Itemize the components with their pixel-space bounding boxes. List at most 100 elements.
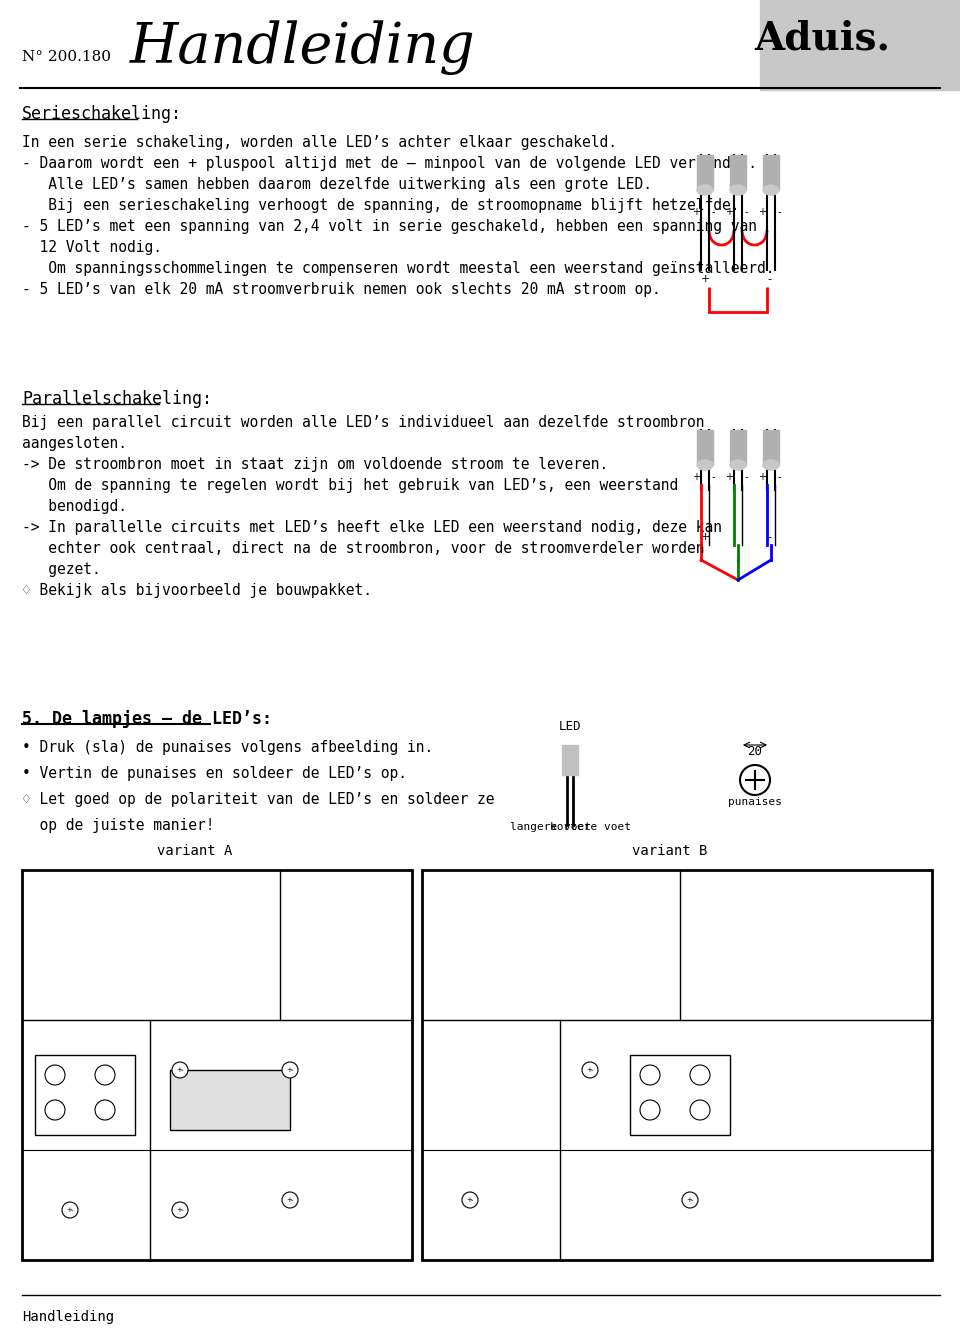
Text: -: - [767,274,771,284]
Text: +: + [725,473,733,482]
Text: -> De stroombron moet in staat zijn om voldoende stroom te leveren.: -> De stroombron moet in staat zijn om v… [22,457,609,473]
Text: +: + [692,473,700,482]
Text: kortere voet: kortere voet [549,822,631,832]
Text: Om de spanning te regelen wordt bij het gebruik van LED’s, een weerstand: Om de spanning te regelen wordt bij het … [22,478,679,493]
Text: - 5 LED’s met een spanning van 2,4 volt in serie geschakeld, hebben een spanning: - 5 LED’s met een spanning van 2,4 volt … [22,219,757,234]
Text: Serieschakeling:: Serieschakeling: [22,105,182,123]
Bar [422,870,932,1260]
Ellipse shape [763,461,779,470]
Text: -: - [711,473,715,482]
Bar [730,430,746,465]
Text: Bij een serieschakeling verhoogt de spanning, de stroomopname blijft hetzelfde.: Bij een serieschakeling verhoogt de span… [22,198,739,214]
Text: +: + [758,473,766,482]
Ellipse shape [730,186,746,195]
Text: variant B: variant B [633,844,708,858]
Text: punaises: punaises [728,797,782,806]
Circle shape [95,1065,115,1085]
Text: -: - [71,1207,74,1214]
Text: +: + [701,533,710,542]
Circle shape [45,1100,65,1120]
Bar [760,0,960,89]
Text: langere voet: langere voet [510,822,590,832]
Circle shape [462,1192,478,1208]
Text: LED: LED [559,720,581,733]
Circle shape [690,1065,710,1085]
Circle shape [282,1063,298,1077]
Ellipse shape [697,461,713,470]
Text: op de juiste manier!: op de juiste manier! [22,818,214,833]
Text: +: + [286,1067,292,1073]
Circle shape [95,1100,115,1120]
Bar [697,155,713,190]
Text: -: - [691,1197,693,1203]
Text: -: - [778,207,780,218]
Text: -: - [181,1067,183,1073]
Text: -> In parallelle circuits met LED’s heeft elke LED een weerstand nodig, deze kan: -> In parallelle circuits met LED’s heef… [22,521,722,535]
Text: variant A: variant A [157,844,232,858]
Text: -: - [291,1197,294,1203]
Text: +: + [701,274,710,284]
Circle shape [640,1065,660,1085]
Bar [35,1055,135,1135]
Text: 5. De lampjes – de LED’s:: 5. De lampjes – de LED’s: [22,710,272,728]
Text: aangesloten.: aangesloten. [22,437,127,451]
Text: -: - [591,1067,593,1073]
Text: Bij een parallel circuit worden alle LED’s individueel aan dezelfde stroombron: Bij een parallel circuit worden alle LED… [22,415,705,430]
Bar [763,155,779,190]
Circle shape [682,1192,698,1208]
Text: • Druk (sla) de punaises volgens afbeelding in.: • Druk (sla) de punaises volgens afbeeld… [22,740,433,756]
Bar [697,430,713,465]
Circle shape [172,1202,188,1218]
Bar [763,430,779,465]
Text: +: + [286,1197,292,1203]
Text: 20: 20 [748,745,762,758]
Text: Handleiding: Handleiding [22,1310,114,1324]
Text: -: - [778,473,780,482]
Text: -: - [711,207,715,218]
Circle shape [582,1063,598,1077]
Text: -: - [744,473,748,482]
Text: ♢ Let goed op de polariteit van de LED’s en soldeer ze: ♢ Let goed op de polariteit van de LED’s… [22,792,494,806]
Text: +: + [692,207,700,218]
Text: -: - [181,1207,183,1214]
Circle shape [62,1202,78,1218]
Text: +: + [725,207,733,218]
Text: +: + [176,1067,181,1073]
Text: Alle LED’s samen hebben daarom dezelfde uitwerking als een grote LED.: Alle LED’s samen hebben daarom dezelfde … [22,178,652,192]
Text: -: - [744,207,748,218]
Bar [630,1055,730,1135]
Text: +: + [66,1207,72,1214]
Text: - 5 LED’s van elk 20 mA stroomverbruik nemen ook slechts 20 mA stroom op.: - 5 LED’s van elk 20 mA stroomverbruik n… [22,282,660,296]
Text: -: - [291,1067,294,1073]
Text: - Daarom wordt een + pluspool altijd met de – minpool van de volgende LED verbon: - Daarom wordt een + pluspool altijd met… [22,156,757,171]
Text: -: - [767,533,771,542]
Circle shape [282,1192,298,1208]
Text: +: + [466,1197,472,1203]
Text: Handleiding: Handleiding [130,20,475,75]
Text: -: - [471,1197,473,1203]
Ellipse shape [697,186,713,195]
Bar [730,155,746,190]
Bar [22,870,412,1260]
Circle shape [740,765,770,796]
Text: gezet.: gezet. [22,562,101,577]
Text: LED: LED [747,770,762,780]
Text: Aduis.: Aduis. [754,20,890,57]
Bar [562,745,578,776]
Ellipse shape [730,461,746,470]
Circle shape [45,1065,65,1085]
Text: benodigd.: benodigd. [22,499,127,514]
Text: +: + [176,1207,181,1214]
Bar [170,1069,290,1129]
Text: ♢ Bekijk als bijvoorbeeld je bouwpakket.: ♢ Bekijk als bijvoorbeeld je bouwpakket. [22,583,372,598]
Text: +: + [758,207,766,218]
Text: 12 Volt nodig.: 12 Volt nodig. [22,240,162,255]
Text: Parallelschakeling:: Parallelschakeling: [22,390,212,409]
Ellipse shape [763,186,779,195]
Text: N° 200.180: N° 200.180 [22,49,111,64]
Text: +: + [586,1067,592,1073]
Text: In een serie schakeling, worden alle LED’s achter elkaar geschakeld.: In een serie schakeling, worden alle LED… [22,135,617,150]
Text: Om spanningsschommelingen te compenseren wordt meestal een weerstand geïnstallee: Om spanningsschommelingen te compenseren… [22,262,775,276]
Circle shape [172,1063,188,1077]
Text: +: + [686,1197,692,1203]
